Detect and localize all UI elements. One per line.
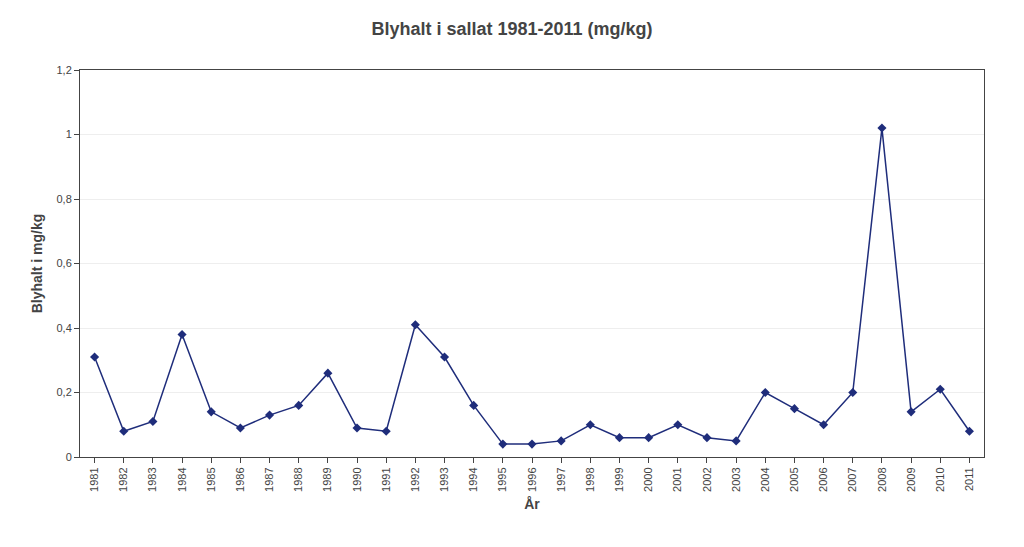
svg-text:1995: 1995	[496, 467, 508, 491]
svg-text:1998: 1998	[584, 467, 596, 491]
svg-text:2011: 2011	[963, 467, 975, 491]
svg-text:2008: 2008	[876, 467, 888, 491]
svg-text:1992: 1992	[409, 467, 421, 491]
svg-text:2002: 2002	[701, 467, 713, 491]
svg-text:År: År	[524, 496, 540, 512]
svg-text:1993: 1993	[438, 467, 450, 491]
svg-text:1,2: 1,2	[57, 64, 72, 76]
svg-text:1994: 1994	[467, 467, 479, 491]
svg-text:2000: 2000	[642, 467, 654, 491]
svg-text:2003: 2003	[730, 467, 742, 491]
svg-text:1988: 1988	[292, 467, 304, 491]
svg-text:1986: 1986	[234, 467, 246, 491]
svg-text:1996: 1996	[526, 467, 538, 491]
svg-text:2004: 2004	[759, 467, 771, 491]
svg-text:1999: 1999	[613, 467, 625, 491]
svg-text:1997: 1997	[555, 467, 567, 491]
svg-text:2010: 2010	[934, 467, 946, 491]
svg-text:2005: 2005	[788, 467, 800, 491]
svg-text:2006: 2006	[817, 467, 829, 491]
svg-text:Blyhalt i sallat 1981-2011 (mg: Blyhalt i sallat 1981-2011 (mg/kg)	[371, 19, 652, 39]
svg-text:2009: 2009	[905, 467, 917, 491]
svg-text:1983: 1983	[146, 467, 158, 491]
svg-text:2007: 2007	[846, 467, 858, 491]
svg-text:1984: 1984	[176, 467, 188, 491]
svg-text:1: 1	[66, 128, 72, 140]
svg-text:0,2: 0,2	[57, 386, 72, 398]
svg-text:0,8: 0,8	[57, 193, 72, 205]
svg-text:1991: 1991	[380, 467, 392, 491]
svg-text:0: 0	[66, 451, 72, 463]
svg-text:1981: 1981	[88, 467, 100, 491]
svg-text:1982: 1982	[117, 467, 129, 491]
svg-text:0,6: 0,6	[57, 257, 72, 269]
svg-text:2001: 2001	[671, 467, 683, 491]
svg-text:1990: 1990	[351, 467, 363, 491]
svg-text:1985: 1985	[205, 467, 217, 491]
svg-text:1987: 1987	[263, 467, 275, 491]
svg-text:Blyhalt i mg/kg: Blyhalt i mg/kg	[29, 214, 45, 314]
svg-text:1989: 1989	[321, 467, 333, 491]
svg-text:0,4: 0,4	[57, 322, 72, 334]
